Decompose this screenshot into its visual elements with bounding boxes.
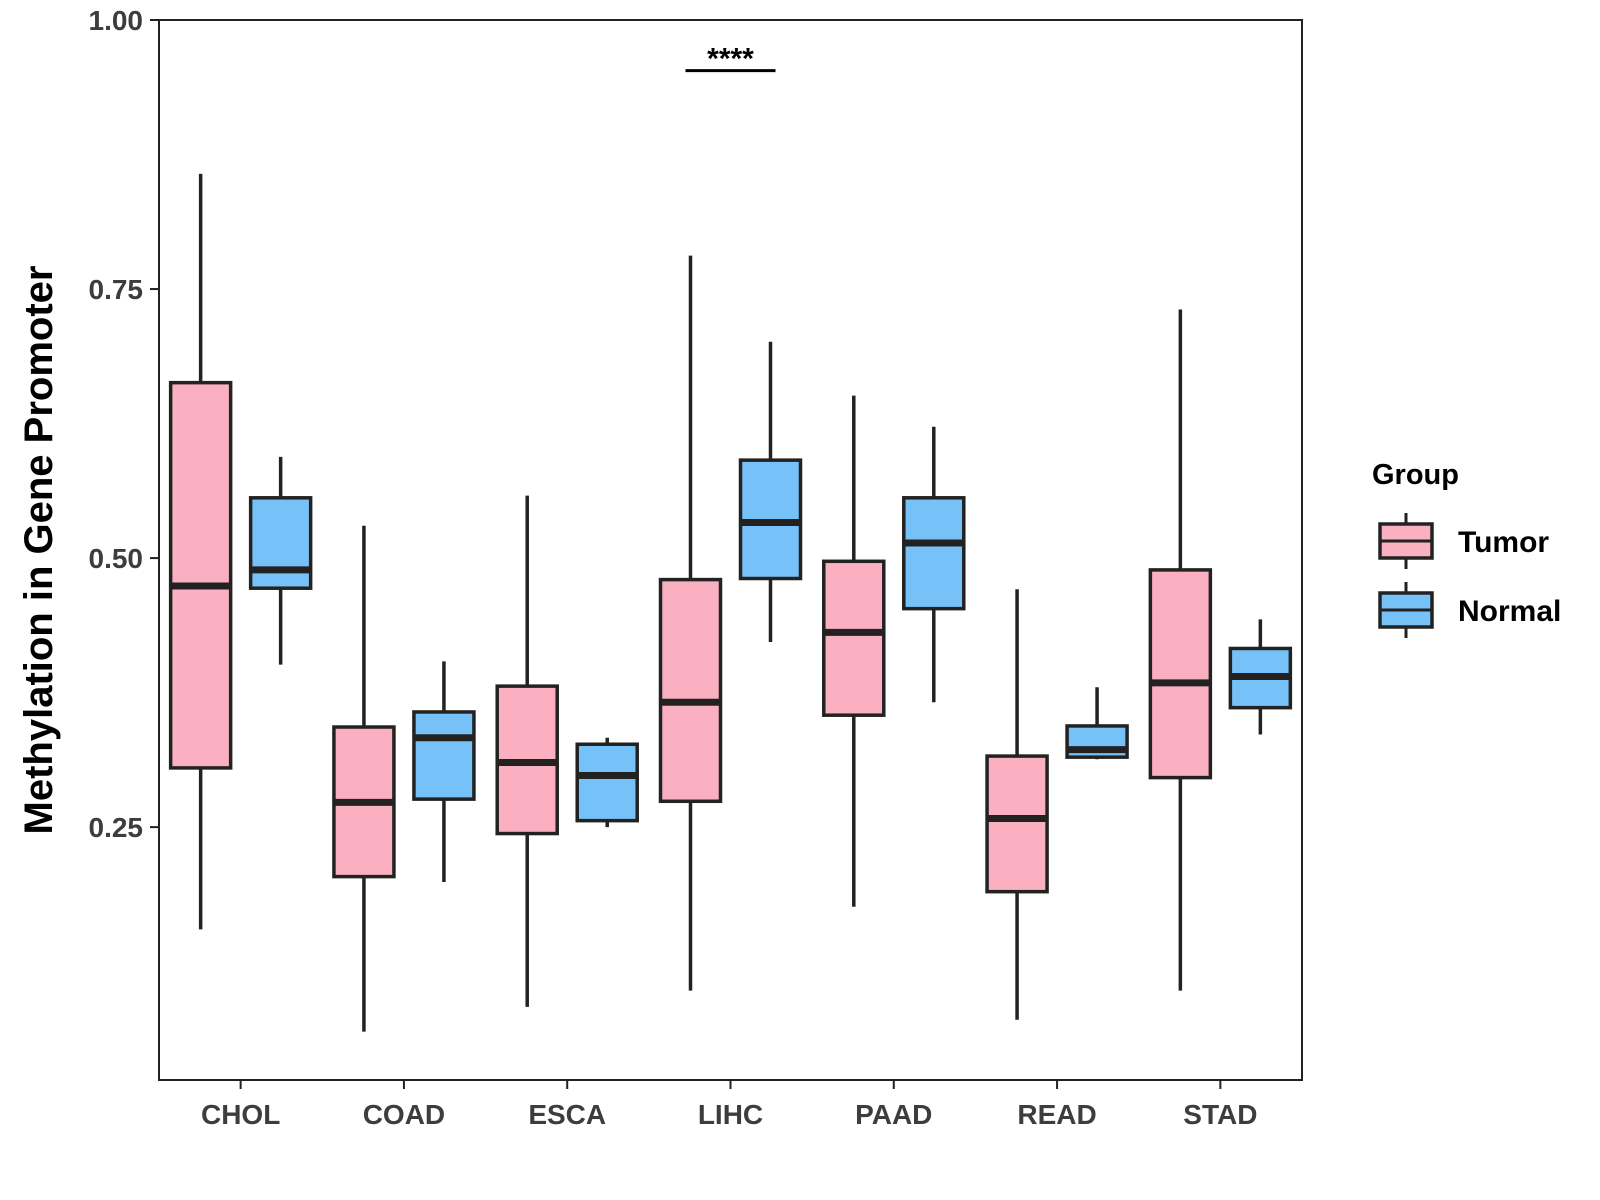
legend-item-tumor: Tumor [1378, 513, 1549, 569]
box-tumor-chol [168, 173, 233, 930]
box-normal-paad [902, 426, 966, 703]
legend-label: Tumor [1458, 526, 1549, 559]
legend-title: Group [1372, 459, 1459, 491]
y-tick-label: 1.00 [89, 5, 144, 36]
box-body [575, 742, 639, 823]
x-tick-label: READ [1017, 1099, 1096, 1130]
x-tick-label: COAD [363, 1099, 445, 1130]
box-tumor-coad [332, 525, 396, 1032]
box-normal-stad [1228, 619, 1293, 735]
box-body [658, 577, 723, 804]
box-normal-coad [412, 661, 476, 882]
box-body [822, 559, 886, 717]
significance-label: **** [707, 43, 754, 76]
box-tumor-esca [495, 495, 559, 1007]
box-body [168, 380, 233, 770]
y-tick-label: 0.75 [89, 274, 144, 305]
box-body [985, 754, 1049, 894]
box-body [248, 496, 313, 590]
x-tick-label: PAAD [855, 1099, 932, 1130]
box-tumor-read [985, 589, 1049, 1020]
box-normal-chol [248, 456, 313, 665]
box-tumor-paad [822, 395, 886, 907]
box-tumor-stad [1148, 309, 1213, 991]
box-normal-lihc [738, 341, 803, 643]
x-tick-label: STAD [1183, 1099, 1257, 1130]
x-axis: CHOL COAD ESCA LIHC PAAD READ STAD [201, 1080, 1257, 1130]
box-tumor-lihc [658, 255, 723, 991]
y-axis-title: Methylation in Gene Promoter [17, 266, 61, 835]
legend-item-normal: Normal [1378, 582, 1561, 638]
x-tick-label: CHOL [201, 1099, 280, 1130]
box-body [412, 710, 476, 801]
y-axis: 0.25 0.50 0.75 1.00 [89, 5, 159, 843]
legend-label: Normal [1458, 595, 1561, 628]
box-body [1148, 568, 1213, 780]
box-body [902, 496, 966, 611]
y-tick-label: 0.50 [89, 543, 144, 574]
x-tick-label: ESCA [528, 1099, 606, 1130]
box-normal-read [1065, 687, 1129, 760]
y-tick-label: 0.25 [89, 812, 144, 843]
plot-marks: **** [168, 43, 1293, 1032]
legend: Group Tumor Normal [1372, 459, 1561, 638]
x-tick-label: LIHC [698, 1099, 763, 1130]
box-normal-esca [575, 737, 639, 828]
